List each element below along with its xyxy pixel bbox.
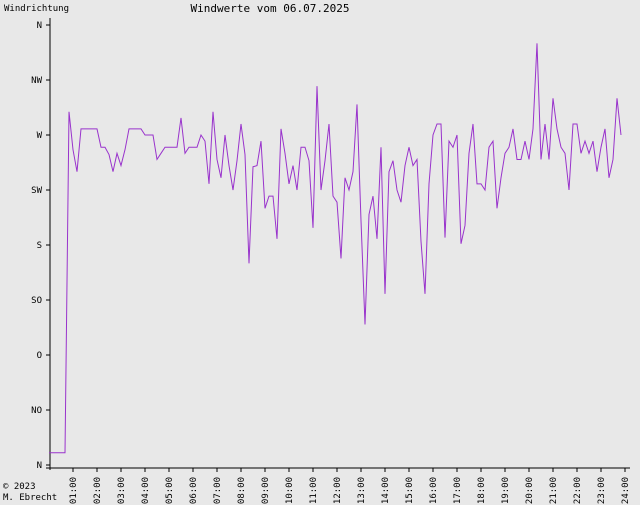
y-tick-label: O	[37, 351, 42, 361]
footer: M. Ebrecht	[3, 493, 57, 503]
x-tick-label: 08:00	[237, 477, 247, 504]
x-tick-label: 04:00	[141, 477, 151, 504]
x-tick-label: 02:00	[93, 477, 103, 504]
x-tick-label: 18:00	[477, 477, 487, 504]
x-tick-label: 07:00	[213, 477, 223, 504]
y-tick-label: S	[37, 241, 42, 251]
y-tick-label: NW	[31, 76, 42, 86]
data-line	[49, 43, 622, 454]
footer: © 2023	[3, 482, 36, 492]
x-tick-label: 24:00	[621, 477, 631, 504]
x-tick-label: 22:00	[573, 477, 583, 504]
y-tick-label: N	[37, 461, 42, 471]
x-tick-label: 17:00	[453, 477, 463, 504]
x-tick-label: 13:00	[357, 477, 367, 504]
chart-title: Windwerte vom 06.07.2025	[191, 2, 350, 15]
x-tick-label: 11:00	[309, 477, 319, 504]
x-tick-label: 01:00	[69, 477, 79, 504]
y-axis-label: Windrichtung	[4, 4, 69, 14]
y-tick-label: NO	[31, 406, 42, 416]
x-tick-label: 09:00	[261, 477, 271, 504]
x-tick-label: 10:00	[285, 477, 295, 504]
y-tick-label: SO	[31, 296, 42, 306]
y-tick-label: W	[37, 131, 43, 141]
x-tick-label: 23:00	[597, 477, 607, 504]
y-tick-label: SW	[31, 186, 42, 196]
x-tick-label: 14:00	[381, 477, 391, 504]
y-tick-label: N	[37, 21, 42, 31]
x-tick-label: 21:00	[549, 477, 559, 504]
x-tick-label: 16:00	[429, 477, 439, 504]
x-tick-label: 06:00	[189, 477, 199, 504]
x-tick-label: 15:00	[405, 477, 415, 504]
x-tick-label: 20:00	[525, 477, 535, 504]
x-tick-label: 19:00	[501, 477, 511, 504]
x-tick-label: 05:00	[165, 477, 175, 504]
x-tick-label: 12:00	[333, 477, 343, 504]
x-tick-label: 03:00	[117, 477, 127, 504]
